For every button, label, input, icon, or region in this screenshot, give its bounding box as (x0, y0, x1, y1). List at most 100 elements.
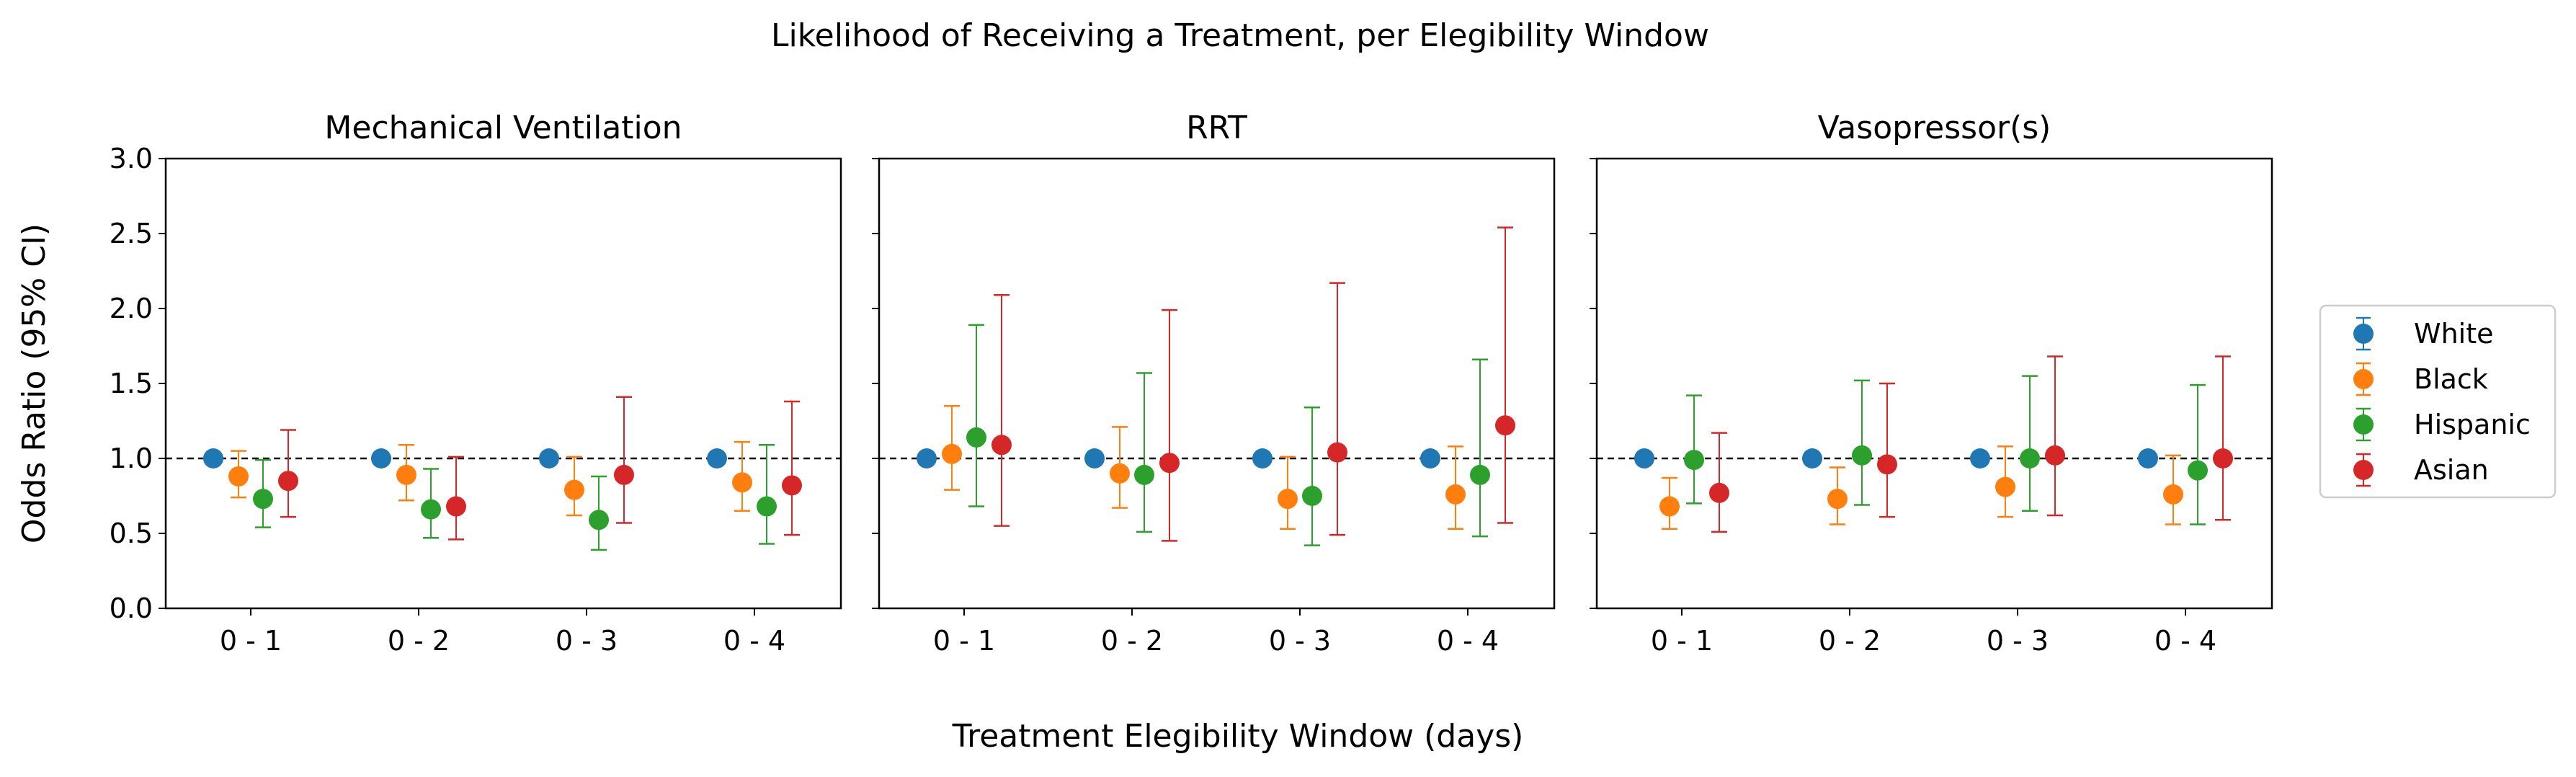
y-tick-label: 0.0 (110, 592, 153, 624)
x-tick-label: 0 - 2 (388, 625, 450, 657)
axes-frame (164, 157, 842, 610)
series-white (203, 448, 727, 469)
y-tick-label: 0.5 (110, 518, 153, 549)
legend-marker (2353, 324, 2374, 344)
x-tick-label: 0 - 1 (933, 625, 995, 657)
data-point (253, 489, 273, 510)
legend-frame (2319, 304, 2557, 499)
series-hispanic (253, 444, 777, 551)
panel-3: Vasopressor(s) 0 - 1 0 - 2 0 - 3 0 - 4 (1590, 110, 2273, 657)
data-point (1852, 445, 1872, 466)
data-point (2138, 448, 2158, 469)
legend-label: Asian (2414, 454, 2489, 486)
series-asian (278, 396, 802, 541)
panel-2: RRT 0 - 1 0 - 2 0 - 3 0 - 4 (872, 110, 1556, 657)
series-black (942, 404, 1466, 530)
x-tick-label: 0 - 3 (556, 625, 618, 657)
x-tick-label: 0 - 4 (723, 625, 785, 657)
data-point (917, 448, 937, 469)
data-point (1420, 448, 1440, 469)
data-point (371, 448, 391, 469)
series-black (228, 440, 752, 517)
series-white (917, 448, 1440, 469)
series-hispanic (966, 324, 1490, 546)
legend-label: Black (2414, 363, 2488, 395)
legend-item-asian: Asian (2353, 453, 2489, 487)
data-point (1470, 464, 1490, 485)
data-point (228, 466, 249, 487)
data-point (564, 479, 584, 500)
data-point (614, 464, 634, 485)
data-point (1827, 489, 1848, 510)
data-point (2020, 448, 2040, 469)
data-point (782, 475, 802, 496)
data-point (1110, 463, 1130, 484)
data-point (1709, 482, 1729, 503)
series-asian (1709, 355, 2233, 533)
x-tick-label: 0 - 4 (2154, 625, 2216, 657)
data-point (1302, 486, 1322, 506)
data-point (1634, 448, 1654, 469)
data-point (1659, 496, 1680, 517)
y-tick-label: 1.5 (110, 368, 153, 399)
legend-marker (2353, 414, 2374, 435)
data-point (1327, 442, 1347, 463)
data-point (539, 448, 559, 469)
data-point (707, 448, 727, 469)
legend-item-black: Black (2353, 362, 2488, 396)
x-tick-label: 0 - 3 (1987, 625, 2049, 657)
data-point (1134, 464, 1154, 485)
x-tick-label: 0 - 4 (1437, 625, 1499, 657)
panel-title: RRT (1186, 110, 1247, 146)
data-point (1159, 453, 1180, 474)
x-tick-label: 0 - 2 (1819, 625, 1881, 657)
y-tick-label: 2.5 (110, 218, 153, 249)
legend-label: White (2414, 318, 2494, 350)
x-tick-label: 0 - 1 (1651, 625, 1713, 657)
legend-marker (2353, 369, 2374, 389)
y-tick-label: 3.0 (110, 143, 153, 174)
data-point (396, 464, 416, 485)
axes-frame (1595, 157, 2273, 610)
panel-1: Mechanical Ventilation 0.0 0.5 1.0 1.5 2.0 2.5… (110, 110, 842, 657)
series-hispanic (1684, 375, 2208, 525)
x-axis-label: Treatment Elegibility Window (days) (952, 718, 1524, 755)
figure-title: Likelihood of Receiving a Treatment, per… (771, 17, 1709, 54)
data-point (2163, 484, 2183, 505)
data-point (732, 472, 752, 493)
legend-item-hispanic: Hispanic (2353, 407, 2531, 442)
y-axis-label: Odds Ratio (95% CI) (16, 223, 53, 543)
data-point (1877, 454, 1897, 475)
panel-title: Vasopressor(s) (1818, 110, 2051, 146)
legend-label: Hispanic (2414, 409, 2531, 440)
y-tick-label: 1.0 (110, 443, 153, 474)
data-point (1084, 448, 1105, 469)
data-point (1445, 484, 1466, 505)
data-point (421, 499, 441, 520)
data-point (203, 448, 223, 469)
panels: Mechanical Ventilation 0.0 0.5 1.0 1.5 2.0 2.5… (110, 110, 2273, 657)
legend: White Black Hispanic Asian (2319, 304, 2557, 499)
x-tick-label: 0 - 2 (1101, 625, 1163, 657)
data-point (942, 443, 962, 464)
data-point (2188, 460, 2208, 481)
data-point (991, 435, 1012, 456)
series-black (1659, 445, 2183, 530)
data-point (1495, 415, 1515, 436)
data-point (2213, 448, 2233, 469)
series-asian (991, 226, 1515, 542)
data-point (1684, 450, 1704, 471)
panel-title: Mechanical Ventilation (324, 110, 682, 146)
data-point (446, 496, 466, 517)
data-point (757, 496, 777, 517)
data-point (2045, 445, 2065, 466)
data-point (278, 471, 298, 492)
data-point (1970, 448, 1990, 469)
x-tick-label: 0 - 3 (1269, 625, 1331, 657)
x-tick-label: 0 - 1 (220, 625, 282, 657)
series-white (1634, 448, 2158, 469)
data-point (966, 427, 986, 448)
data-point (1802, 448, 1822, 469)
legend-marker (2353, 460, 2374, 480)
